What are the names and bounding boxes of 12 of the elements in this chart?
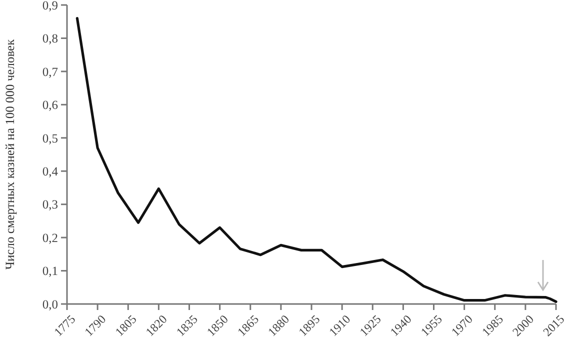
y-tick-label: 0,2 [42,230,58,245]
y-tick-label: 0,9 [42,0,58,12]
y-tick-label: 0,0 [42,297,58,312]
y-tick-label: 0,7 [42,64,58,79]
y-tick-label: 0,3 [42,198,58,212]
y-axis-title: Число смертных казней на 100 000 человек [3,38,17,270]
y-tick-label: 0,8 [42,32,58,46]
y-tick-label: 0,1 [42,264,58,278]
y-tick-label: 0,4 [42,164,59,178]
y-tick-label: 0,5 [42,131,58,146]
y-tick-label: 0,6 [42,98,58,112]
line-series [76,16,558,303]
